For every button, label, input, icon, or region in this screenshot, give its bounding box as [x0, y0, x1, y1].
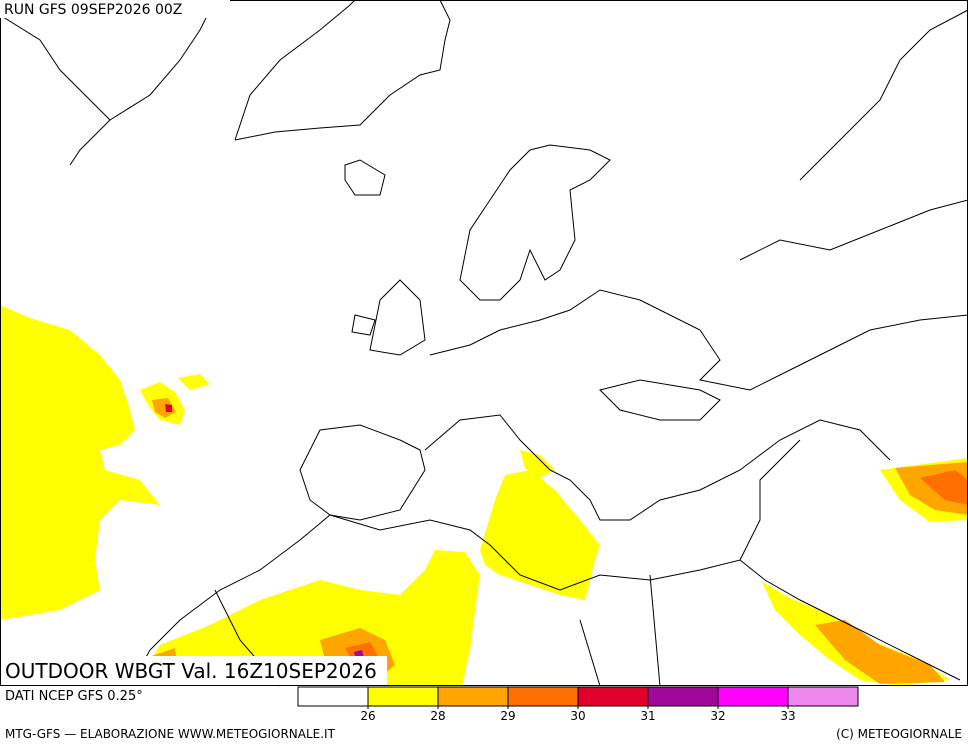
legend-swatch: [297, 686, 369, 707]
legend-swatch: [577, 686, 649, 707]
run-label: RUN GFS 09SEP2026 00Z: [4, 2, 182, 18]
map: RUN GFS 09SEP2026 00Z OUTDOOR WBGT Val. …: [0, 0, 968, 687]
legend-tick-label: 31: [640, 709, 655, 723]
legend-swatch: [717, 686, 789, 707]
legend-tick-label: 28: [430, 709, 445, 723]
footer-left: MTG-GFS — ELABORAZIONE WWW.METEOGIORNALE…: [5, 727, 336, 741]
legend: 26 28 29 30 31 32 33: [297, 686, 859, 723]
legend-swatch: [647, 686, 719, 707]
legend-tick-label: 32: [710, 709, 725, 723]
map-background: [0, 0, 968, 686]
wbgt-field: [0, 305, 968, 686]
legend-tick-label: 29: [500, 709, 515, 723]
legend-swatch: [787, 686, 859, 707]
footer-right: (C) METEOGIORNALE: [836, 727, 962, 741]
legend-tick-label: 30: [570, 709, 585, 723]
legend-tick-label: 26: [360, 709, 375, 723]
legend-swatch: [437, 686, 509, 707]
coastlines: [0, 0, 968, 687]
title-background: [1, 656, 387, 685]
legend-swatch: [367, 686, 439, 707]
map-title: OUTDOOR WBGT Val. 16Z10SEP2026: [5, 659, 377, 683]
run-background: [0, 0, 230, 18]
legend-tick-label: 33: [780, 709, 795, 723]
legend-swatch: [507, 686, 579, 707]
source-label: DATI NCEP GFS 0.25°: [5, 689, 143, 704]
